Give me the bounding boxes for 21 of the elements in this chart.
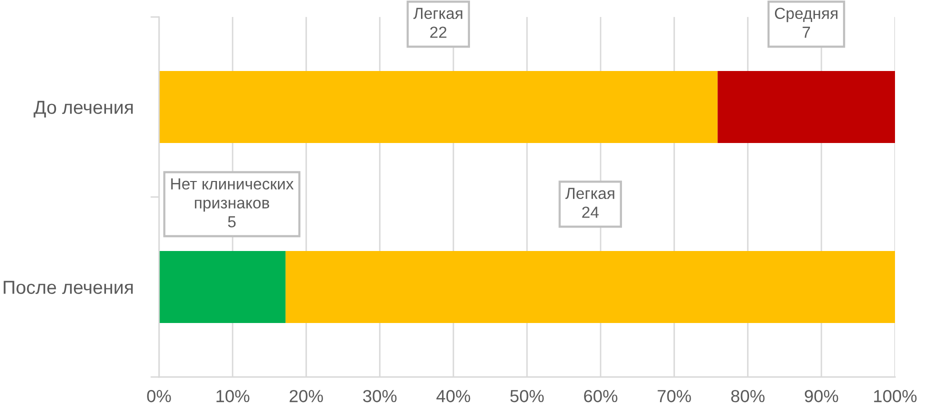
y-tick-label: После лечения bbox=[4, 280, 133, 294]
x-tick-label: 0% bbox=[147, 390, 171, 402]
bar bbox=[286, 251, 895, 323]
x-tick-label: 90% bbox=[804, 390, 838, 402]
annotation: Нет клинических признаков 5 bbox=[171, 178, 294, 228]
x-tick-label: 100% bbox=[874, 390, 917, 402]
x-tick-label: 40% bbox=[436, 390, 470, 402]
x-tick-label: 70% bbox=[658, 390, 691, 402]
bar bbox=[159, 71, 718, 143]
annotation: Легкая 24 bbox=[565, 188, 614, 218]
x-tick-label: 10% bbox=[216, 390, 250, 402]
annotation: Средняя 7 bbox=[774, 8, 838, 38]
bar bbox=[159, 251, 286, 323]
bar bbox=[718, 71, 895, 143]
annotation: Легкая 22 bbox=[413, 8, 462, 38]
x-tick-label: 20% bbox=[290, 390, 323, 402]
y-tick-label: До лечения bbox=[34, 100, 133, 118]
x-tick-label: 80% bbox=[731, 390, 765, 402]
x-tick-label: 60% bbox=[584, 390, 618, 402]
x-tick-label: 50% bbox=[510, 390, 544, 402]
x-tick-label: 30% bbox=[363, 390, 397, 402]
